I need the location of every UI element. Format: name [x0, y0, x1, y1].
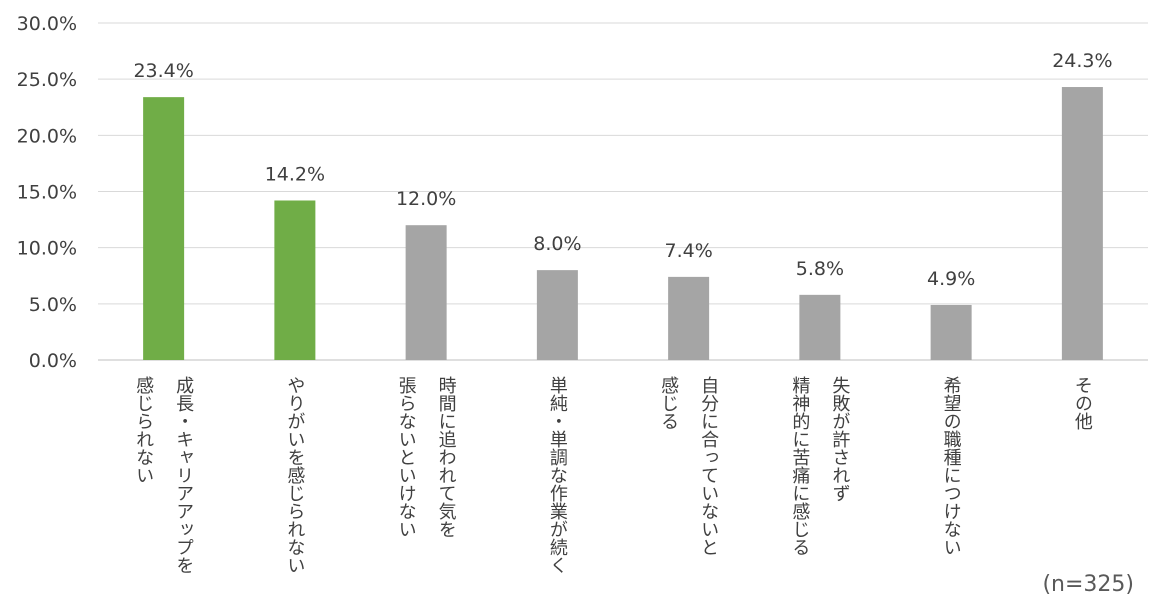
y-tick-label: 5.0% [29, 294, 77, 316]
y-tick-label: 25.0% [17, 69, 77, 91]
category-label: その他 [1072, 376, 1093, 430]
category-label: 精神的に苦痛に感じる [789, 376, 810, 556]
data-label: 23.4% [133, 60, 193, 82]
bar [930, 304, 972, 360]
data-label: 12.0% [396, 188, 456, 210]
category-label: 感じる [658, 376, 679, 430]
data-label: 14.2% [265, 163, 325, 185]
category-label: 自分に合っていないと [698, 376, 719, 556]
category-label: 単純・単調な作業が続く [547, 376, 568, 574]
data-labels: 23.4% 14.2% 12.0% 8.0% 7.4% 5.8% 4.9% 24.3% [133, 50, 1112, 290]
category-label: 時間に追われて気を [436, 376, 457, 538]
bar [1061, 87, 1103, 360]
y-tick-label: 30.0% [17, 13, 77, 35]
category-label: 希望の職種につけない [941, 376, 962, 556]
y-axis-ticks: 0.0% 5.0% 10.0% 15.0% 20.0% 25.0% 30.0% [17, 13, 77, 372]
bar [274, 200, 316, 360]
data-label: 7.4% [664, 240, 712, 262]
bar [405, 225, 447, 360]
y-tick-label: 15.0% [17, 182, 77, 204]
sample-size-note: (n=325) [1042, 572, 1134, 597]
bars [143, 87, 1103, 360]
category-label: 成長・キャリアアップを [173, 376, 194, 574]
data-label: 24.3% [1052, 50, 1112, 72]
bar [143, 97, 185, 360]
bar [668, 276, 710, 360]
bar [799, 294, 841, 360]
bar [536, 270, 578, 360]
category-label: 失敗が許されず [829, 376, 850, 502]
data-label: 5.8% [796, 258, 844, 280]
category-label: 感じられない [133, 376, 154, 484]
y-tick-label: 10.0% [17, 238, 77, 260]
y-tick-label: 20.0% [17, 125, 77, 147]
data-label: 8.0% [533, 233, 581, 255]
category-label: 張らないといけない [396, 376, 417, 538]
data-label: 4.9% [927, 268, 975, 290]
y-tick-label: 0.0% [29, 350, 77, 372]
gridlines [98, 22, 1148, 361]
category-label: やりがいを感じられない [284, 376, 305, 574]
